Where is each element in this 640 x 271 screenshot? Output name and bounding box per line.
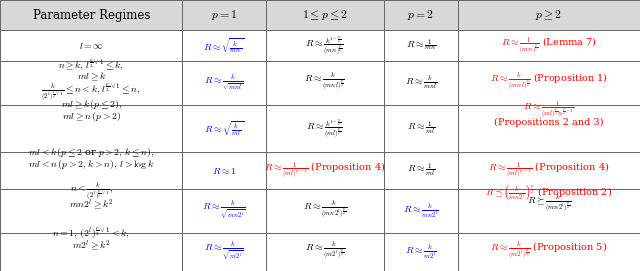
Text: $R\approx\frac{k}{m2^l}$: $R\approx\frac{k}{m2^l}$	[405, 243, 436, 261]
Text: Parameter Regimes: Parameter Regimes	[33, 9, 150, 22]
Text: $R\approx\frac{1}{(ml)^{\frac{p}{2}}n^{\frac{p}{2}-1}}$: $R\approx\frac{1}{(ml)^{\frac{p}{2}}n^{\…	[523, 99, 575, 121]
Text: $R\approx\frac{k}{(m2^l)^{\frac{p}{2}}}$: $R\approx\frac{k}{(m2^l)^{\frac{p}{2}}}$	[305, 241, 345, 263]
Bar	[182, 61, 266, 105]
Bar	[384, 189, 458, 233]
Text: $R\approx\frac{k}{mn2^l}$: $R\approx\frac{k}{mn2^l}$	[403, 202, 439, 220]
Text: $p\geq 2$: $p\geq 2$	[535, 8, 563, 22]
Text: $R\approx\sqrt{\frac{k}{ml}}$: $R\approx\sqrt{\frac{k}{ml}}$	[204, 119, 244, 138]
Bar	[0, 233, 182, 271]
Text: $R\succeq\frac{k}{(mn2^l)^{\frac{p}{2}}}$: $R\succeq\frac{k}{(mn2^l)^{\frac{p}{2}}}…	[527, 194, 571, 215]
Text: $ml<k\,(p\leq 2$ or $p>2,\,k\leq n),$: $ml<k\,(p\leq 2$ or $p>2,\,k\leq n),$	[28, 146, 154, 159]
Text: $R\approx\frac{k^{1-\frac{p}{2}}}{(mn)^{\frac{p}{2}}}$: $R\approx\frac{k^{1-\frac{p}{2}}}{(mn)^{…	[305, 34, 344, 58]
Text: (Propositions 2 and 3): (Propositions 2 and 3)	[494, 118, 604, 127]
Text: $p=1$: $p=1$	[211, 8, 237, 22]
Bar	[384, 105, 458, 152]
Bar	[182, 189, 266, 233]
Bar	[384, 0, 458, 30]
Text: $n=1,\,(2^l)^{\frac{p}{2}\vee 1}<k,$: $n=1,\,(2^l)^{\frac{p}{2}\vee 1}<k,$	[52, 226, 130, 241]
Text: $R\approx\frac{1}{(ml)^{p-1}}$ (Proposition 4): $R\approx\frac{1}{(ml)^{p-1}}$ (Proposit…	[264, 160, 386, 181]
Bar	[182, 0, 266, 30]
Text: $p=2$: $p=2$	[407, 8, 435, 22]
Bar	[384, 30, 458, 61]
Text: $R\approx\frac{k}{(mn2^l)^{\frac{p}{2}}}$: $R\approx\frac{k}{(mn2^l)^{\frac{p}{2}}}…	[303, 200, 347, 221]
Text: $l=\infty$: $l=\infty$	[79, 41, 104, 51]
Bar	[384, 61, 458, 105]
Bar	[0, 61, 182, 105]
Bar	[182, 105, 266, 152]
Bar	[266, 105, 384, 152]
Text: $mn2^l\geq k^2$: $mn2^l\geq k^2$	[69, 197, 113, 212]
Bar	[266, 0, 384, 30]
Bar	[458, 61, 640, 105]
Text: $R\approx\frac{k}{\sqrt{mn2^l}}$: $R\approx\frac{k}{\sqrt{mn2^l}}$	[202, 199, 246, 222]
Bar	[0, 105, 182, 152]
Bar	[182, 233, 266, 271]
Text: $ml\geq n\,(p>2)$: $ml\geq n\,(p>2)$	[61, 110, 121, 123]
Bar	[266, 152, 384, 189]
Bar	[0, 30, 182, 61]
Text: $n\geq k,\, l^{\frac{p}{2}\vee 1}\leq k,$: $n\geq k,\, l^{\frac{p}{2}\vee 1}\leq k,…	[58, 57, 124, 72]
Bar	[458, 152, 640, 189]
Bar	[182, 152, 266, 189]
Bar	[266, 233, 384, 271]
Text: $1\leq p\leq 2$: $1\leq p\leq 2$	[302, 8, 348, 22]
Text: $n<\frac{k}{(2^l)^{\frac{p}{2}\vee 1}},$: $n<\frac{k}{(2^l)^{\frac{p}{2}\vee 1}},$	[70, 182, 113, 203]
Text: $R\approx\frac{k}{\sqrt{mnl}}$: $R\approx\frac{k}{\sqrt{mnl}}$	[204, 74, 244, 92]
Text: $R\approx\frac{1}{(ml)^{p-1}}$ (Proposition 4): $R\approx\frac{1}{(ml)^{p-1}}$ (Proposit…	[488, 160, 610, 181]
Bar	[182, 30, 266, 61]
Text: $R\approx\frac{1}{ml}$: $R\approx\frac{1}{ml}$	[406, 162, 435, 179]
Bar	[458, 0, 640, 30]
Bar	[384, 233, 458, 271]
Bar	[266, 189, 384, 233]
Text: $R\approx\frac{k}{(mnl)^{\frac{p}{2}}}$ (Proposition 1): $R\approx\frac{k}{(mnl)^{\frac{p}{2}}}$ …	[490, 72, 608, 93]
Text: $R\approx\sqrt{\frac{k}{mn}}$: $R\approx\sqrt{\frac{k}{mn}}$	[204, 36, 244, 55]
Bar	[458, 189, 640, 233]
Bar	[458, 233, 640, 271]
Text: $R\approx\frac{1}{ml}$: $R\approx\frac{1}{ml}$	[406, 120, 435, 137]
Text: $R\preceq\left(\frac{k}{mn2^l}\right)^{\frac{p}{2}}$ (Proposition 2): $R\preceq\left(\frac{k}{mn2^l}\right)^{\…	[485, 183, 612, 202]
Bar	[384, 152, 458, 189]
Bar	[458, 30, 640, 61]
Bar	[266, 30, 384, 61]
Text: $R\approx\frac{k}{\sqrt{m2^l}}$: $R\approx\frac{k}{\sqrt{m2^l}}$	[204, 241, 244, 263]
Text: $R\approx\frac{k}{mnl}$: $R\approx\frac{k}{mnl}$	[404, 75, 437, 91]
Bar	[266, 61, 384, 105]
Text: $R\approx\frac{1}{(mn)^{\frac{p}{2}}}$ (Lemma 7): $R\approx\frac{1}{(mn)^{\frac{p}{2}}}$ (…	[501, 35, 596, 57]
Text: $ml\geq k\,(p\leq 2),$: $ml\geq k\,(p\leq 2),$	[61, 98, 122, 111]
Bar	[0, 152, 182, 189]
Bar	[458, 105, 640, 152]
Text: $R\approx\frac{k}{(m2^l)^{\frac{p}{2}}}$ (Proposition 5): $R\approx\frac{k}{(m2^l)^{\frac{p}{2}}}$…	[490, 241, 607, 263]
Text: $m2^l\geq k^2$: $m2^l\geq k^2$	[72, 238, 111, 253]
Text: $R\approx\frac{k^{1-\frac{p}{2}}}{(ml)^{\frac{p}{2}}}$: $R\approx\frac{k^{1-\frac{p}{2}}}{(ml)^{…	[307, 117, 343, 141]
Text: $ml\geq k$: $ml\geq k$	[77, 71, 106, 83]
Bar	[0, 0, 182, 30]
Text: $ml<n\,(p>2,\,k>n),\,l>\log k$: $ml<n\,(p>2,\,k>n),\,l>\log k$	[28, 158, 154, 171]
Bar	[0, 189, 182, 233]
Text: $R\approx 1$: $R\approx 1$	[212, 166, 236, 176]
Text: $R\approx\frac{k}{(mnl)^{\frac{p}{2}}}$: $R\approx\frac{k}{(mnl)^{\frac{p}{2}}}$	[305, 72, 345, 93]
Text: $\frac{k}{(2^l)^{\frac{p}{2}\vee 1}}\leq n<k,\, l^{\frac{p}{2}\vee 1}\leq n,$: $\frac{k}{(2^l)^{\frac{p}{2}\vee 1}}\leq…	[42, 81, 141, 103]
Text: $R\approx\frac{1}{mn}$: $R\approx\frac{1}{mn}$	[406, 38, 436, 53]
